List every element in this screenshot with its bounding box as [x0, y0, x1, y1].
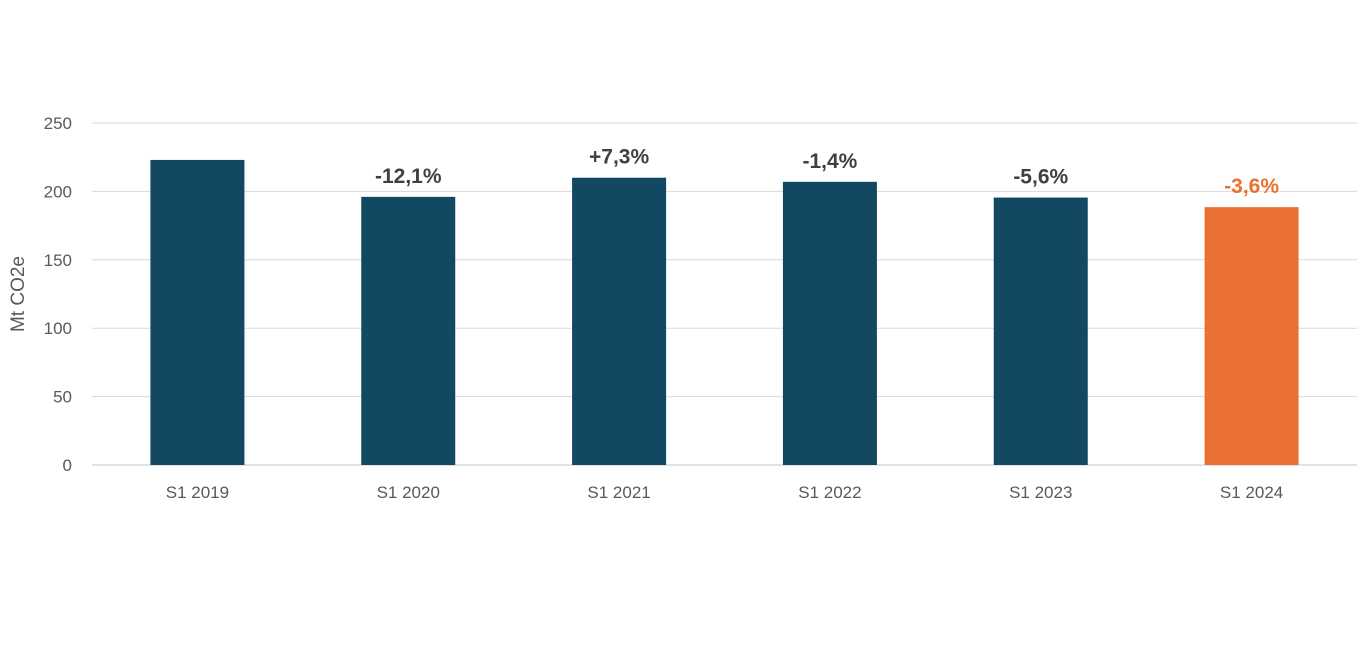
y-tick-label: 250 — [44, 114, 72, 133]
x-category-label: S1 2020 — [377, 483, 440, 502]
y-tick-label: 0 — [63, 456, 72, 475]
gridlines — [92, 122, 1357, 466]
x-category-label: S1 2024 — [1220, 483, 1283, 502]
data-label: -5,6% — [1013, 166, 1068, 189]
x-category-label: S1 2019 — [166, 483, 229, 502]
y-tick-label: 200 — [44, 182, 72, 201]
x-category-label: S1 2023 — [1009, 483, 1072, 502]
bar — [572, 177, 667, 465]
y-tick-label: 50 — [53, 388, 72, 407]
data-label: -3,6% — [1224, 175, 1279, 198]
x-category-label: S1 2022 — [798, 483, 861, 502]
bar — [361, 196, 456, 465]
y-tick-label: 100 — [44, 319, 72, 338]
data-label: +7,3% — [589, 146, 649, 169]
bars — [150, 159, 1299, 465]
x-axis-categories: S1 2019 S1 2020 S1 2021 S1 2022 S1 2023 S1 20… — [166, 483, 1284, 502]
bar — [150, 159, 245, 465]
bar — [782, 181, 877, 465]
x-category-label: S1 2021 — [587, 483, 650, 502]
data-label: -1,4% — [802, 150, 857, 173]
y-axis-ticks: 0 50 100 150 200 250 — [44, 114, 72, 475]
data-label: -12,1% — [375, 165, 442, 188]
data-labels: -12,1% +7,3% -1,4% -5,6% -3,6% — [375, 146, 1279, 198]
y-tick-label: 150 — [44, 251, 72, 270]
bar — [1204, 207, 1299, 465]
y-axis-title: Mt CO2e — [8, 256, 29, 332]
bar — [993, 197, 1088, 465]
